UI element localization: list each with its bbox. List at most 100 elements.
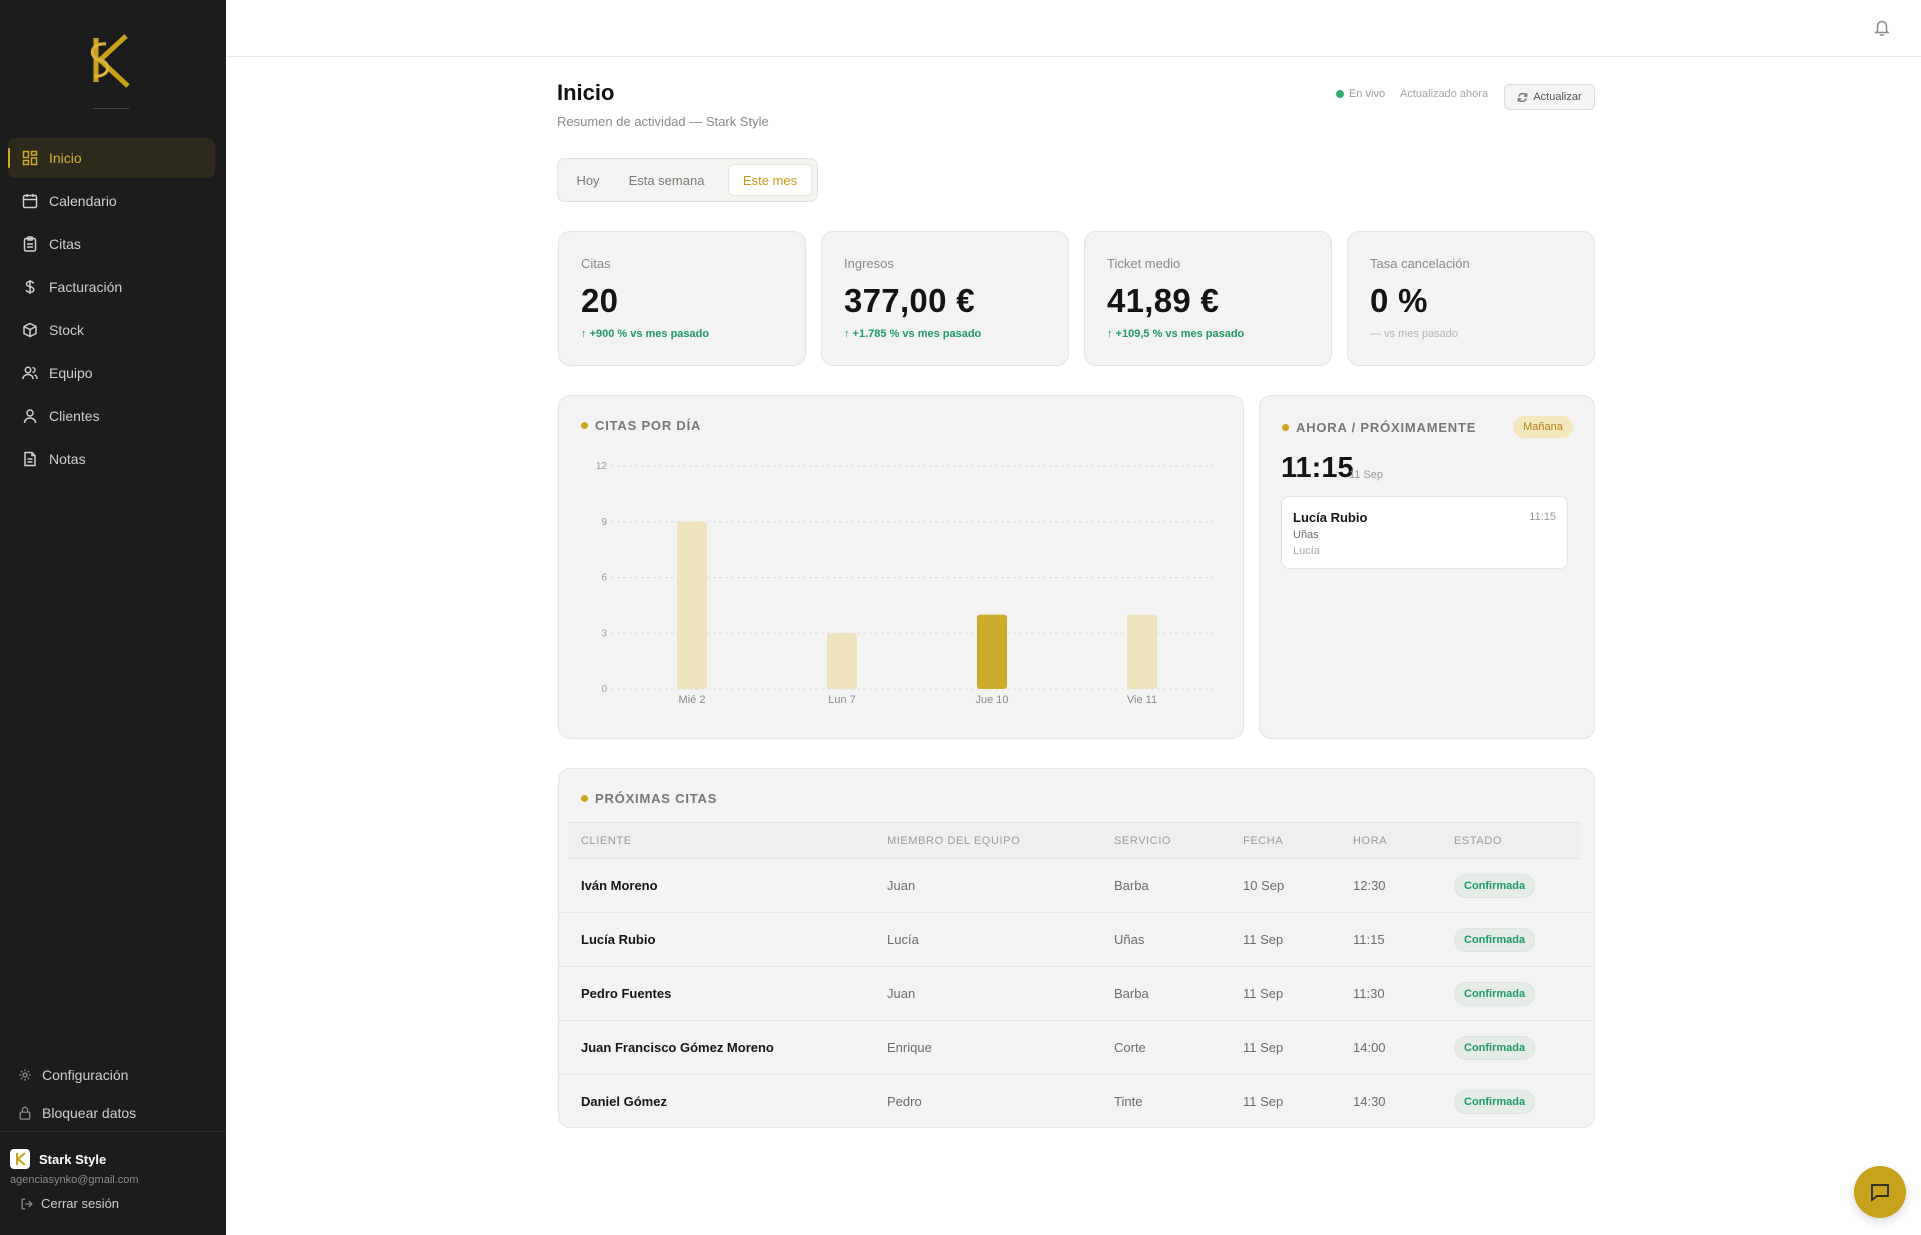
section-dot [1282,424,1289,431]
kpi-label: Tasa cancelación [1370,256,1470,271]
upcoming-title: AHORA / PRÓXIMAMENTE [1282,420,1476,435]
appointment-staff: Lucía [1293,545,1320,557]
box-icon [23,322,37,338]
column-header: HORA [1353,835,1388,847]
chart-bar[interactable] [827,633,857,689]
sidebar-item-equipo[interactable]: Equipo [8,353,215,393]
cell-service: Uñas [1114,932,1145,947]
chat-button[interactable] [1854,1166,1906,1218]
cell-time: 11:30 [1353,986,1385,1001]
y-tick-label: 3 [601,628,607,639]
cell-time: 11:15 [1353,932,1385,947]
upcoming-appointment-card[interactable]: Lucía Rubio 11:15 Uñas Lucía [1281,496,1568,569]
sidebar-item-citas[interactable]: Citas [8,224,215,264]
cell-time: 14:30 [1353,1094,1386,1109]
y-tick-label: 9 [601,517,607,528]
kpi-card-ticket-medio: Ticket medio 41,89 € ↑ +109,5 % vs mes p… [1084,231,1332,366]
table-row[interactable]: Pedro Fuentes Juan Barba 11 Sep 11:30 Co… [558,967,1593,1021]
status-badge: Confirmada [1454,874,1536,898]
period-tabs: Hoy Esta semana Este mes [557,158,818,202]
chart-title: CITAS POR DÍA [581,418,701,433]
kpi-value: 20 [581,282,619,319]
chart-bar[interactable] [677,521,707,689]
column-header: MIEMBRO DEL EQUIPO [887,835,1021,847]
chart-bar[interactable] [977,614,1007,689]
sidebar-item-label: Calendario [49,193,117,209]
gear-icon [19,1069,31,1081]
sidebar-nav: Inicio Calendario Citas Facturación Stoc… [8,138,215,482]
cell-client: Daniel Gómez [581,1094,667,1109]
bell-icon[interactable] [1873,18,1891,36]
kpi-label: Citas [581,256,611,271]
tab-este-mes[interactable]: Este mes [728,164,812,196]
x-tick-label: Mié 2 [679,694,706,706]
settings-link[interactable]: Configuración [8,1056,215,1094]
chart-bar[interactable] [1127,614,1157,689]
bar-chart: 0 3 6 9 12 Mié 2 Lun 7 Jue 10 Vie 11 [596,461,1214,706]
chart-title-text: CITAS POR DÍA [595,418,702,433]
cell-client: Pedro Fuentes [581,986,672,1001]
status-badge: Confirmada [1454,928,1536,952]
kpi-card-ingresos: Ingresos 377,00 € ↑ +1.785 % vs mes pasa… [821,231,1069,366]
sidebar-item-clientes[interactable]: Clientes [8,396,215,436]
table-row[interactable]: Daniel Gómez Pedro Tinte 11 Sep 14:30 Co… [558,1075,1593,1129]
sidebar-item-facturacion[interactable]: Facturación [8,267,215,307]
logo-divider [93,108,129,109]
table-row[interactable]: Lucía Rubio Lucía Uñas 11 Sep 11:15 Conf… [558,913,1593,967]
kpi-delta: ↑ +109,5 % vs mes pasado [1107,328,1245,340]
x-tick-label: Lun 7 [828,694,856,706]
lock-data-link[interactable]: Bloquear datos [8,1094,215,1132]
cell-date: 11 Sep [1243,1094,1284,1109]
appointment-client: Lucía Rubio [1293,510,1368,525]
sidebar-item-label: Notas [49,451,86,467]
status-badge: Confirmada [1454,982,1536,1006]
status-badge: Confirmada [1454,1036,1536,1060]
column-header: ESTADO [1454,835,1503,847]
sidebar-item-label: Stock [49,322,85,338]
logout-button[interactable]: Cerrar sesión [20,1196,119,1211]
table-title: PRÓXIMAS CITAS [581,791,717,806]
cell-client: Juan Francisco Gómez Moreno [581,1040,774,1055]
tomorrow-badge: Mañana [1513,416,1573,438]
account-name: Stark Style [39,1151,107,1167]
y-tick-label: 6 [601,573,607,584]
chart-card: CITAS POR DÍA 0 3 6 9 12 Mié 2 Lun 7 Jue 10 Vie … [558,395,1244,739]
tab-esta-semana[interactable]: Esta semana [628,172,705,188]
kpi-value: 41,89 € [1107,282,1220,319]
kpi-value: 377,00 € [844,282,975,319]
sidebar-item-notas[interactable]: Notas [8,439,215,479]
cell-date: 11 Sep [1243,1040,1284,1055]
table-title-text: PRÓXIMAS CITAS [595,791,718,806]
sidebar-item-stock[interactable]: Stock [8,310,215,350]
kpi-label: Ingresos [844,256,894,271]
kpi-delta: ↑ +1.785 % vs mes pasado [844,328,982,340]
kpi-delta: ↑ +900 % vs mes pasado [581,328,710,340]
cell-service: Barba [1114,986,1149,1001]
live-status: En vivo [1336,88,1385,100]
sidebar-item-label: Facturación [49,279,123,295]
kpi-value: 0 % [1370,282,1428,319]
table-row[interactable]: Iván Moreno Juan Barba 10 Sep 12:30 Conf… [558,859,1593,913]
tab-hoy[interactable]: Hoy [576,172,600,188]
cell-staff: Enrique [887,1040,932,1055]
cell-staff: Lucía [887,932,919,947]
logout-label: Cerrar sesión [41,1196,120,1211]
refresh-icon [1517,92,1528,102]
sidebar-item-inicio[interactable]: Inicio [8,138,215,178]
cell-service: Tinte [1114,1094,1143,1109]
table-row[interactable]: Juan Francisco Gómez Moreno Enrique Cort… [558,1021,1593,1075]
sidebar-item-calendario[interactable]: Calendario [8,181,215,221]
upcoming-date: 11 Sep [1349,469,1384,481]
cell-client: Iván Moreno [581,878,658,893]
chat-icon [1871,1184,1889,1202]
clipboard-icon [23,236,37,252]
cell-date: 10 Sep [1243,878,1285,893]
refresh-button[interactable]: Actualizar [1504,84,1595,110]
logout-icon [21,1198,33,1209]
cell-client: Lucía Rubio [581,932,656,947]
calendar-icon [22,194,38,209]
cell-time: 12:30 [1353,878,1386,893]
x-tick-label: Jue 10 [975,694,1008,706]
updated-label: Actualizado ahora [1400,88,1489,100]
cell-staff: Pedro [887,1094,922,1109]
